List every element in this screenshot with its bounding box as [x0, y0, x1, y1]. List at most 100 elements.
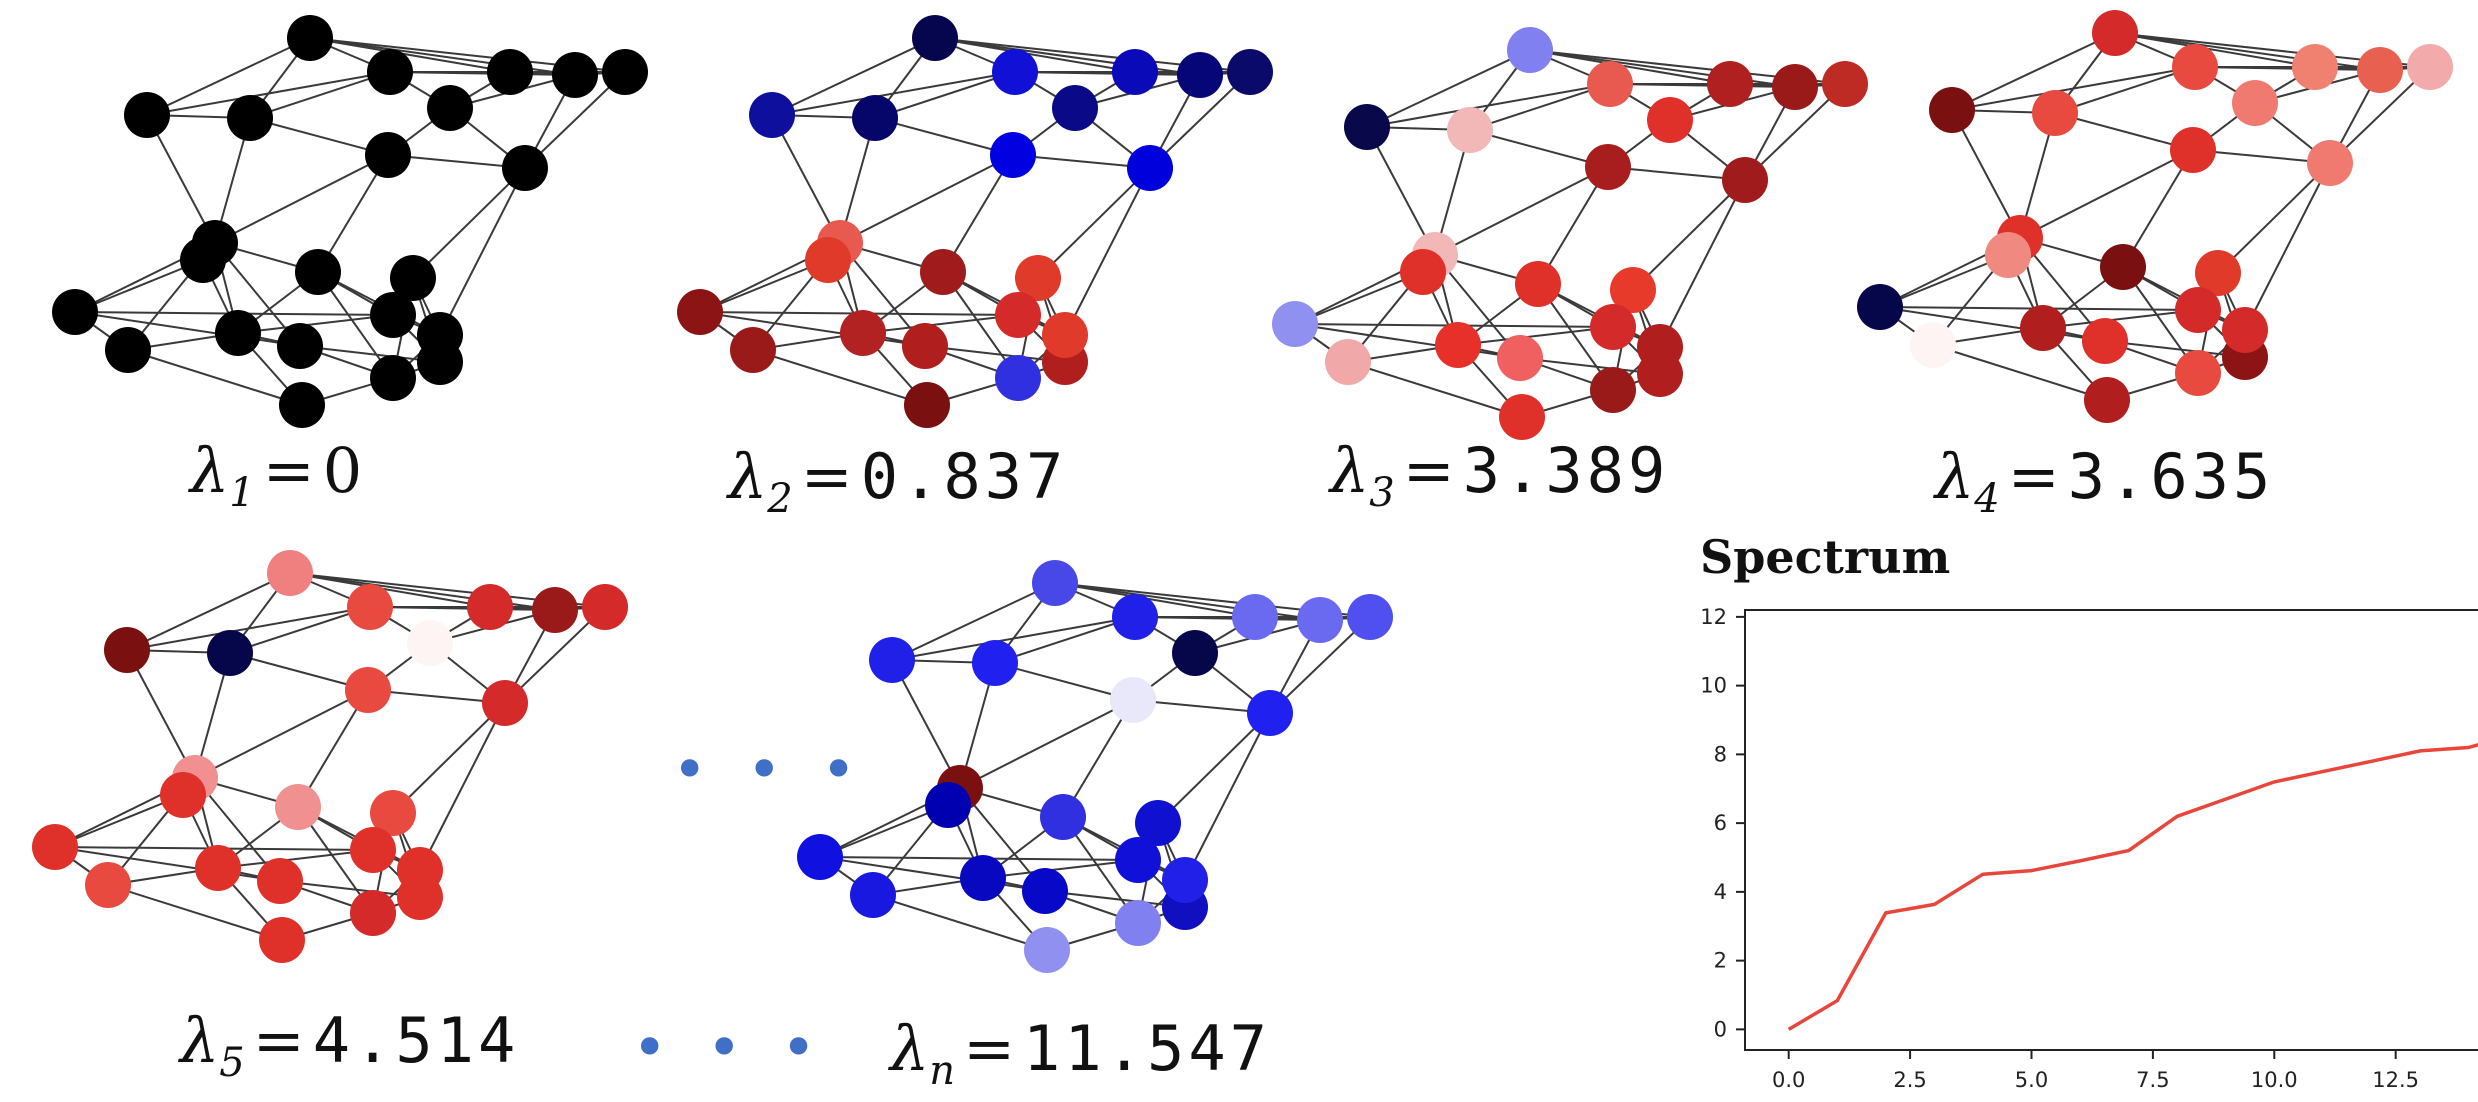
- graph-node: [904, 382, 950, 428]
- graph-node: [912, 15, 958, 61]
- graph-node: [532, 587, 578, 633]
- graph-node: [990, 132, 1036, 178]
- graph-node: [1227, 49, 1273, 95]
- graph-edge: [309, 37, 511, 73]
- graph-edge: [309, 37, 576, 76]
- lambda-subscript: n: [929, 1048, 956, 1094]
- graph-node: [1447, 107, 1493, 153]
- graph-node: [1590, 304, 1636, 350]
- graph-node: [160, 772, 206, 818]
- eigenvalue: 0.837: [860, 440, 1068, 513]
- graph-edge: [1529, 49, 1731, 85]
- graph-node: [2172, 44, 2218, 90]
- graph-node: [1232, 594, 1278, 640]
- graph-node: [370, 790, 416, 836]
- graph-node: [1910, 322, 1956, 368]
- graph-edge: [299, 345, 441, 363]
- graph-edge: [74, 311, 301, 347]
- graph-node: [1929, 87, 1975, 133]
- graph-node: [279, 382, 325, 428]
- lambda-symbol: λ: [1935, 440, 1975, 513]
- graph-edge: [126, 606, 371, 651]
- graph-node: [180, 237, 226, 283]
- graph-node: [365, 132, 411, 178]
- graph-edge: [2054, 66, 2196, 114]
- graph-edge: [392, 702, 506, 814]
- lambda-subscript: 5: [219, 1040, 245, 1086]
- graph-edge: [1044, 890, 1186, 908]
- graph-edge: [934, 37, 1136, 73]
- x-tick-label: 2.5: [1893, 1068, 1926, 1092]
- spectrum-line: [1787, 743, 2478, 1031]
- graph-node: [2020, 305, 2066, 351]
- graph-node: [992, 49, 1038, 95]
- graph-node: [267, 550, 313, 596]
- graph-edge: [107, 884, 283, 941]
- graph-edge: [2054, 112, 2194, 151]
- graph-node: [370, 355, 416, 401]
- equals-sign: =: [1402, 434, 1455, 507]
- graph-node: [367, 49, 413, 95]
- graph-node: [852, 95, 898, 141]
- graph-edge: [872, 894, 1048, 951]
- graph-edge: [194, 689, 369, 779]
- graph-edge: [146, 114, 216, 244]
- graph-edge: [1469, 129, 1609, 168]
- plot-frame: [1744, 609, 2478, 1051]
- graph-edge: [279, 880, 421, 898]
- y-axis-ticks: 0 2 4 6 8 10 12: [1700, 605, 1745, 1041]
- graph-edge: [2114, 32, 2381, 71]
- graph-node: [277, 323, 323, 369]
- eigenvalue: 3.389: [1462, 434, 1670, 507]
- graph-node: [1344, 104, 1390, 150]
- graph-edge: [891, 582, 1056, 661]
- graph-node: [902, 323, 948, 369]
- x-tick-label: 12.5: [2372, 1068, 2419, 1092]
- lambda-subscript: 4: [1974, 476, 2000, 522]
- graph-node: [1590, 367, 1636, 413]
- lambda-symbol: λ: [728, 440, 768, 513]
- graph-node: [1985, 232, 2031, 278]
- x-tick-label: 5.0: [2015, 1068, 2048, 1092]
- ellipsis-between-graphs: • • •: [672, 735, 867, 805]
- graph-edge: [699, 311, 926, 347]
- graph-node: [2222, 307, 2268, 353]
- graph-edge: [229, 606, 371, 654]
- x-tick-label: 7.5: [2136, 1068, 2169, 1092]
- graph-edge: [891, 616, 1136, 661]
- y-tick-label: 0: [1714, 1017, 1727, 1041]
- graph-edge: [819, 804, 949, 858]
- graph-edge: [1744, 83, 1846, 181]
- equals-sign: =: [252, 1004, 305, 1077]
- equals-sign: =: [262, 434, 315, 507]
- graph-node: [2082, 318, 2128, 364]
- graph-node: [1507, 27, 1553, 73]
- graph-node: [85, 862, 131, 908]
- graph-edge: [1659, 179, 1746, 348]
- ellipsis-between-labels: • • •: [632, 1013, 827, 1083]
- x-axis-ticks: 0.02.55.07.510.012.515.017.5: [1772, 1050, 2419, 1092]
- graph-edge: [249, 117, 389, 156]
- graph-node: [995, 355, 1041, 401]
- graph-edge: [54, 794, 184, 848]
- graph-node: [1247, 690, 1293, 736]
- graph-node: [345, 667, 391, 713]
- graph-node: [1585, 144, 1631, 190]
- eigenvalue-label-n: λn = 11.547: [890, 1018, 1271, 1092]
- graph-node: [1162, 857, 1208, 903]
- graph-node: [552, 52, 598, 98]
- graph-node: [2292, 44, 2338, 90]
- eigenvalue-label-2: λ2 = 0.837: [728, 446, 1067, 520]
- graph-node: [1637, 324, 1683, 370]
- lambda-symbol: λ: [1330, 434, 1370, 507]
- graph-edge: [2042, 309, 2199, 329]
- graph-edge: [819, 856, 1046, 892]
- graph-node: [105, 327, 151, 373]
- lambda-subscript: 3: [1369, 470, 1395, 516]
- graph-edge: [229, 652, 369, 691]
- graph-node: [215, 310, 261, 356]
- graph-node: [1515, 261, 1561, 307]
- graph-edge: [1529, 49, 1796, 88]
- graph-node: [1115, 837, 1161, 883]
